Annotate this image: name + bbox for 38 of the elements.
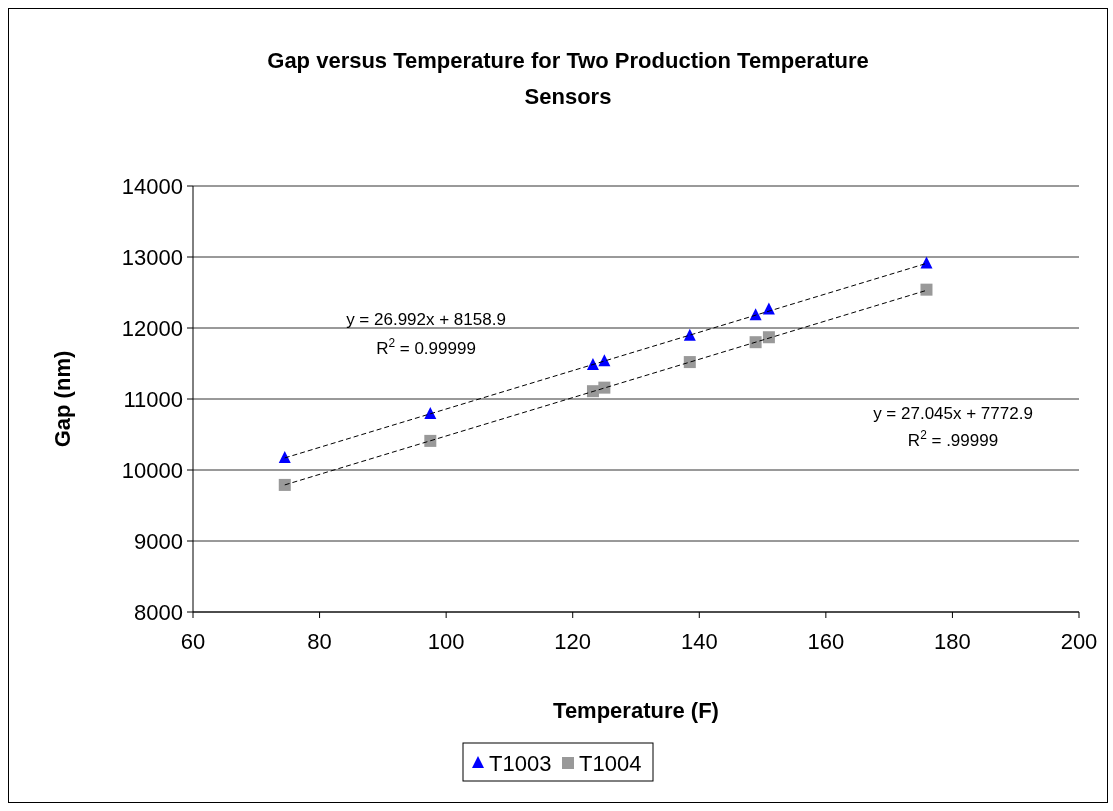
point: [749, 336, 762, 349]
y-tick-label: 12000: [121, 316, 183, 341]
point: [598, 381, 611, 394]
point: [762, 302, 775, 315]
point: [920, 283, 933, 296]
point: [586, 357, 599, 370]
x-axis-title: Temperature (F): [553, 698, 719, 723]
y-tick-label: 13000: [121, 245, 183, 270]
y-tick-label: 14000: [121, 174, 183, 199]
point: [278, 450, 291, 463]
x-tick-label: 80: [307, 629, 332, 654]
point: [683, 356, 696, 369]
y-tick-label: 9000: [134, 529, 183, 554]
chart-title: Gap versus Temperature for Two Production Temperature Sensors: [267, 48, 869, 109]
annotation: R$^{2}$ = .99999: [907, 428, 999, 450]
annotation: y = 27.045x + 7772.9: [873, 404, 1033, 423]
x-tick-label: 100: [427, 629, 465, 654]
point: [683, 328, 696, 341]
x-tick-label: 120: [554, 629, 592, 654]
x-tick-label: 180: [934, 629, 971, 654]
x-tick-label: 140: [680, 629, 718, 654]
legend-label: T1004: [579, 751, 642, 776]
y-tick-label: 11000: [123, 387, 183, 412]
legend-label: T1003: [489, 751, 552, 776]
y-tick-label: 10000: [121, 458, 183, 483]
annotation: y = 26.992x + 8158.9: [346, 310, 506, 329]
y-axis-title: Gap (nm): [50, 350, 75, 448]
point: [424, 434, 437, 447]
y-tick-label: 8000: [134, 600, 183, 625]
annotation: R$^{2}$ = 0.99999: [376, 336, 476, 358]
x-tick-label: 200: [1060, 629, 1098, 654]
point: [920, 256, 933, 269]
point: [278, 478, 291, 491]
point: [424, 406, 437, 419]
x-tick-label: 60: [180, 629, 206, 654]
point: [749, 308, 762, 321]
point: [762, 331, 775, 344]
x-tick-label: 160: [807, 629, 845, 654]
